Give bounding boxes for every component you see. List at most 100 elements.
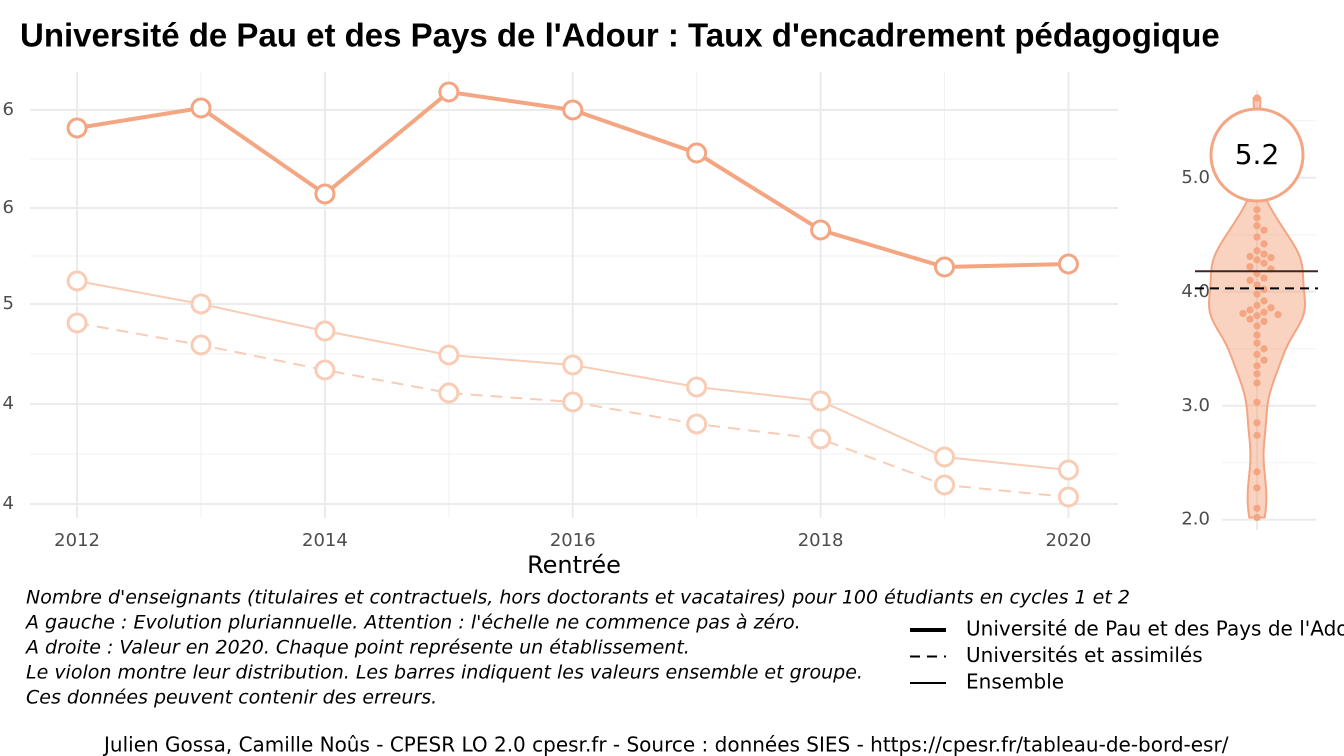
x-tick-label: 2014: [302, 530, 348, 551]
point: [438, 344, 460, 366]
point: [1253, 350, 1261, 359]
point: [1253, 339, 1261, 347]
point: [1253, 247, 1261, 255]
x-tick-label: 2016: [550, 530, 596, 551]
x-tick-label: 2012: [54, 530, 100, 551]
point: [810, 390, 832, 412]
point: [1253, 256, 1261, 264]
point: [1260, 259, 1268, 267]
point: [934, 446, 956, 468]
note: Le violon montre leur distribution. Les …: [26, 662, 863, 684]
point: [1057, 459, 1079, 481]
point: [1253, 468, 1261, 476]
x-axis-title: Rentrée: [527, 551, 621, 579]
y-tick-label: 4: [3, 393, 14, 414]
point: [562, 391, 584, 413]
y-tick-label: 6: [3, 197, 14, 218]
point: [1253, 290, 1261, 298]
point: [1253, 94, 1261, 102]
note: Ces données peuvent contenir des erreurs…: [26, 687, 437, 709]
point: [1253, 222, 1261, 230]
x-tick-label: 2020: [1046, 530, 1092, 551]
point: [1246, 276, 1254, 284]
point: [562, 354, 584, 376]
point: [1253, 312, 1261, 320]
y-tick-label: 5.0: [1181, 167, 1210, 188]
point: [314, 183, 336, 205]
point: [1253, 301, 1261, 310]
chart-title: Université de Pau et des Pays de l'Adour…: [20, 17, 1220, 54]
point: [686, 142, 708, 164]
point: [1253, 322, 1261, 330]
point: [1246, 306, 1254, 314]
point: [1246, 252, 1254, 261]
point: [1260, 297, 1268, 305]
note: A droite : Valeur en 2020. Chaque point …: [24, 637, 690, 659]
point: [1260, 317, 1268, 325]
caption: Julien Gossa, Camille Noûs - CPESR LO 2.…: [102, 733, 1229, 756]
point: [438, 81, 460, 103]
point: [190, 334, 212, 356]
note: Nombre d'enseignants (titulaires et cont…: [26, 587, 1130, 609]
point: [1057, 486, 1079, 508]
point: [314, 359, 336, 381]
note: A gauche : Evolution pluriannuelle. Atte…: [24, 612, 801, 634]
point: [1260, 274, 1268, 282]
point: [66, 312, 88, 334]
point: [1260, 226, 1268, 234]
point: [190, 97, 212, 119]
point: [686, 376, 708, 398]
highlight-point: [1209, 107, 1305, 203]
y-tick-label: 6: [3, 99, 14, 120]
point: [810, 219, 832, 241]
point: [1253, 362, 1261, 370]
point: [1260, 240, 1268, 248]
point: [1253, 484, 1261, 492]
point: [1253, 281, 1261, 289]
point: [1253, 206, 1261, 214]
point: [438, 382, 460, 404]
point: [934, 474, 956, 496]
point: [1253, 504, 1261, 512]
point: [1253, 431, 1261, 439]
point: [190, 293, 212, 315]
point: [1260, 356, 1268, 364]
point: [810, 428, 832, 450]
y-tick-label: 5: [3, 293, 14, 314]
y-tick-label: 4: [3, 493, 14, 514]
y-tick-label: 4.0: [1181, 281, 1210, 302]
point: [1260, 250, 1268, 258]
point: [1253, 214, 1261, 222]
point: [1260, 285, 1268, 294]
value-label: 5.2: [1235, 138, 1280, 171]
point: [1267, 253, 1275, 262]
point: [1253, 233, 1261, 241]
legend-label: Ensemble: [966, 670, 1064, 694]
point: [314, 320, 336, 342]
y-tick-label: 3.0: [1181, 395, 1210, 416]
point: [1253, 513, 1261, 522]
point: [1267, 304, 1275, 312]
point: [1253, 331, 1261, 339]
point: [1260, 345, 1268, 353]
point: [562, 99, 584, 121]
point: [1253, 379, 1261, 387]
point: [1246, 263, 1254, 271]
legend-label: Université de Pau et des Pays de l'Adour: [966, 617, 1344, 641]
point: [686, 413, 708, 435]
point: [1260, 308, 1268, 316]
notes: Nombre d'enseignants (titulaires et cont…: [24, 587, 1130, 709]
x-tick-label: 2018: [798, 530, 844, 551]
point: [1274, 310, 1282, 319]
y-tick-label: 2.0: [1181, 509, 1210, 530]
point: [1253, 370, 1261, 378]
legend-label: Universités et assimilés: [966, 643, 1203, 667]
point: [66, 270, 88, 292]
point: [934, 256, 956, 278]
point: [1239, 309, 1247, 318]
point: [66, 117, 88, 139]
point: [1057, 253, 1079, 275]
point: [1246, 315, 1254, 323]
point: [1253, 419, 1261, 427]
